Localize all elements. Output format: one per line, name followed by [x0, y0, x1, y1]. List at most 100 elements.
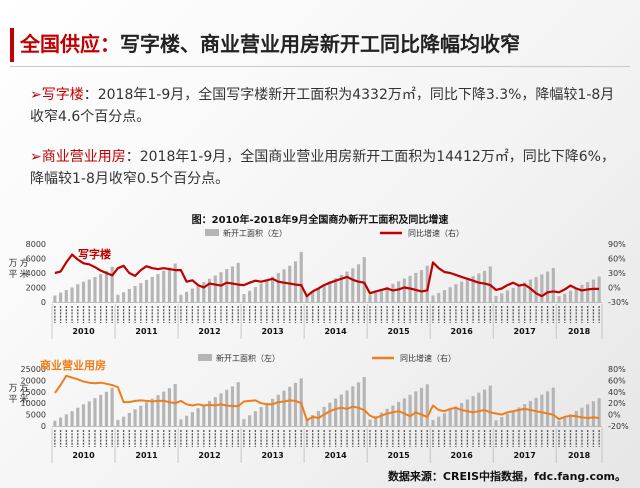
- legend-bar-swatch: [198, 354, 212, 361]
- bar: [253, 411, 257, 426]
- bar: [225, 269, 229, 302]
- bar: [465, 399, 469, 426]
- bar: [482, 389, 487, 426]
- bar: [76, 284, 80, 302]
- legend-line-label: 同比增速（右）: [408, 228, 464, 238]
- bar: [139, 405, 143, 426]
- bar: [139, 283, 143, 302]
- legend-bar-label: 新开工面积（左）: [223, 228, 287, 238]
- bar: [471, 396, 475, 426]
- bar: [316, 287, 320, 302]
- bar: [523, 404, 527, 426]
- bar: [259, 407, 263, 426]
- y-axis-label: 米: [19, 268, 28, 280]
- bar: [282, 269, 286, 302]
- bar: [368, 419, 372, 426]
- bar: [551, 267, 555, 302]
- bar: [402, 398, 406, 426]
- y-axis-label: 万: [8, 384, 17, 394]
- bar: [305, 418, 309, 426]
- bar: [425, 384, 429, 426]
- bar: [162, 391, 166, 426]
- bar: [213, 275, 217, 302]
- y-axis-label: 平: [8, 394, 17, 405]
- bar: [127, 413, 131, 426]
- bar: [265, 279, 269, 302]
- y-axis-label: 米: [19, 393, 28, 405]
- bar: [419, 270, 424, 302]
- bar: [288, 386, 292, 426]
- bar: [150, 276, 154, 302]
- bullet-commercial: ➢商业营业用房：2018年1-9月，全国商业营业用房新开工面积为14412万㎡，…: [30, 146, 615, 190]
- bar: [59, 292, 63, 302]
- y-left-tick-label: 4000: [26, 269, 46, 278]
- bar: [557, 296, 561, 302]
- x-year-label: 2013: [261, 451, 283, 460]
- bar: [511, 287, 515, 302]
- bar: [545, 391, 550, 426]
- y-right-tick-label: 30%: [608, 269, 626, 278]
- x-year-label: 2010: [72, 327, 95, 336]
- bar: [276, 273, 280, 302]
- bar: [431, 420, 435, 426]
- bar: [494, 295, 498, 302]
- bar: [99, 394, 103, 426]
- bar: [505, 290, 510, 302]
- bar: [167, 388, 172, 426]
- bullet-arrow-icon: ➢: [30, 87, 42, 103]
- bar: [173, 384, 177, 426]
- bar: [122, 416, 126, 426]
- figure-title: 图：2010年-2018年9月全国商办新开工面积及同比增速: [191, 215, 449, 226]
- bar: [104, 270, 109, 302]
- bar: [379, 412, 384, 426]
- title-prefix: 全国供应：: [20, 32, 120, 56]
- bar: [586, 404, 590, 426]
- x-year-label: 2013: [261, 327, 283, 336]
- bar: [311, 415, 315, 426]
- bar: [133, 286, 137, 302]
- y-left-tick-label: 5000: [26, 411, 46, 420]
- bullet-arrow-icon: ➢: [30, 149, 42, 165]
- bar: [110, 266, 114, 302]
- title-bar: 全国供应：写字楼、商业营业用房新开工同比降幅均收窄: [10, 26, 630, 67]
- bar: [437, 416, 441, 426]
- bar: [144, 279, 149, 302]
- x-year-label: 2017: [514, 451, 536, 460]
- bar: [276, 394, 280, 426]
- bar: [87, 401, 91, 426]
- bar: [219, 272, 223, 302]
- bar: [528, 279, 532, 302]
- bar: [339, 274, 343, 302]
- y-axis-label: 平: [8, 269, 17, 280]
- bar: [425, 265, 429, 302]
- y-axis-label: 方: [19, 257, 28, 269]
- bar: [517, 285, 521, 302]
- bar: [545, 271, 550, 302]
- bar: [460, 281, 464, 302]
- title-divider: [10, 66, 630, 67]
- bar: [442, 413, 447, 426]
- y-left-tick-label: 0: [41, 298, 46, 307]
- x-year-label: 2011: [135, 451, 158, 460]
- bar: [299, 251, 303, 302]
- y-right-tick-label: 60%: [608, 255, 626, 264]
- y-left-tick-label: 25000: [21, 365, 46, 374]
- bar: [236, 262, 240, 302]
- bar: [322, 406, 326, 426]
- legend-bar-label: 新开工面积（左）: [216, 353, 280, 363]
- bar: [551, 387, 555, 426]
- bar: [465, 278, 469, 302]
- bar: [442, 290, 447, 302]
- bar: [563, 417, 567, 426]
- bullet-label: 写字楼: [41, 87, 84, 103]
- bar: [265, 402, 269, 426]
- bullet-text: ：2018年1-9月，全国商业营业用房新开工面积为14412万㎡，同比下降6%，…: [30, 149, 615, 187]
- y-right-tick-label: -30%: [608, 298, 629, 307]
- bar: [374, 416, 378, 426]
- x-year-label: 2018: [568, 451, 591, 460]
- bar: [167, 267, 172, 302]
- bar: [437, 292, 441, 302]
- bar: [59, 417, 63, 426]
- y-axis-label: 万: [8, 259, 17, 269]
- bar: [328, 402, 332, 426]
